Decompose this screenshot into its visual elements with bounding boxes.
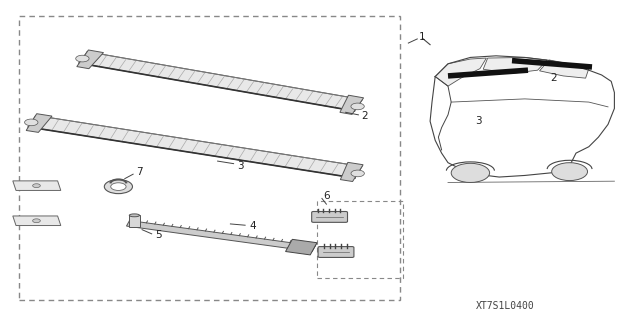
Bar <box>317 201 403 278</box>
Circle shape <box>351 103 364 110</box>
Bar <box>19 16 400 300</box>
Text: 1: 1 <box>419 32 426 42</box>
Circle shape <box>33 219 40 223</box>
Polygon shape <box>26 114 52 132</box>
Polygon shape <box>13 216 61 226</box>
Text: 3: 3 <box>476 115 482 126</box>
Polygon shape <box>28 115 362 178</box>
Polygon shape <box>540 60 589 78</box>
FancyBboxPatch shape <box>312 211 348 222</box>
Text: 4: 4 <box>250 221 256 232</box>
Bar <box>129 215 140 227</box>
Polygon shape <box>127 220 315 252</box>
Circle shape <box>111 183 126 190</box>
Polygon shape <box>435 58 486 86</box>
Polygon shape <box>13 181 61 190</box>
Ellipse shape <box>129 214 140 217</box>
Circle shape <box>451 163 490 182</box>
Polygon shape <box>483 57 547 73</box>
Text: 2: 2 <box>550 73 557 83</box>
Polygon shape <box>77 50 104 69</box>
Circle shape <box>104 180 132 194</box>
Polygon shape <box>285 239 317 255</box>
Text: XT7S1L0400: XT7S1L0400 <box>476 301 535 311</box>
Circle shape <box>24 119 38 126</box>
Text: 2: 2 <box>362 111 368 122</box>
Text: 7: 7 <box>136 167 143 177</box>
Text: 5: 5 <box>156 230 162 241</box>
Circle shape <box>351 170 364 177</box>
Text: 6: 6 <box>323 191 330 201</box>
Circle shape <box>33 184 40 188</box>
FancyBboxPatch shape <box>318 247 354 257</box>
Polygon shape <box>340 162 363 182</box>
Circle shape <box>552 163 588 181</box>
Text: 3: 3 <box>237 161 243 171</box>
Polygon shape <box>79 52 362 111</box>
Polygon shape <box>340 95 364 115</box>
Circle shape <box>76 55 89 62</box>
